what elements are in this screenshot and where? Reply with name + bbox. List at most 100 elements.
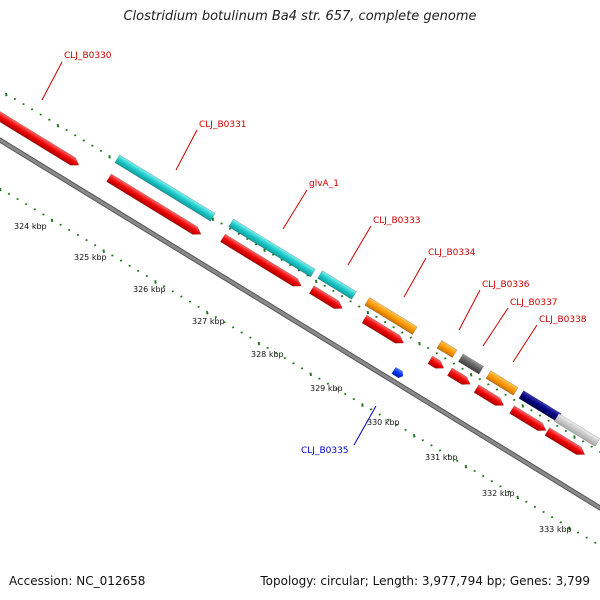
upper-tick [220,222,223,225]
lower-tick [102,249,106,253]
upper-tick [478,378,481,381]
upper-tick [504,393,507,396]
upper-tick [332,289,335,293]
gene-extra-shape [553,413,600,447]
label-glva1: glvA_1 [309,179,339,189]
gene-cljb0338-a [485,370,519,396]
lower-tick [283,356,287,360]
upper-tick [30,108,34,111]
scale-label: 326 kbp [133,285,166,294]
gene-glva1 [228,218,316,278]
lower-tick [137,269,140,273]
leader-cljb0338 [512,324,538,363]
lower-tick [205,310,209,315]
lower-tick [68,228,71,231]
leader-cljb0336 [458,289,481,331]
upper-tick [314,279,318,284]
upper-tick [426,346,430,350]
upper-tick [383,320,387,324]
upper-tick [13,97,17,101]
gene-red-lower-4-shape [361,314,405,344]
lower-tick [33,208,36,211]
lower-tick [335,387,338,391]
scale-label: 331 kbp [425,453,458,462]
upper-tick [538,414,542,417]
upper-tick [530,409,533,412]
upper-tick [564,429,568,433]
upper-tick [358,305,361,308]
scale-label: 327 kbp [192,317,225,326]
label-cljb0337: CLJ_B0337 [510,298,558,308]
lower-tick [171,290,174,293]
label-cljb0331: CLJ_B0331 [199,120,247,130]
upper-tick [340,295,344,298]
lower-tick [266,346,269,349]
upper-tick [409,336,413,339]
lower-tick [119,259,123,262]
gene-red-lower-2-shape [220,233,302,287]
upper-tick [323,284,327,287]
leader-glva1 [282,189,308,230]
lower-tick [24,203,28,206]
scale-label: 324 kbp [14,222,47,231]
gene-cljb0335-shape [391,366,404,378]
scale-label: 325 kbp [74,253,107,262]
backbone-line [0,138,600,510]
lower-tick [0,187,2,192]
leader-cljb0335 [353,405,377,446]
upper-tick [512,398,516,402]
lower-tick [42,213,45,216]
lower-tick [197,305,200,308]
gene-features [0,110,600,455]
lower-tick [404,428,407,432]
upper-tick [271,253,275,256]
upper-tick [366,310,370,315]
lower-tick [93,244,97,247]
lower-tick [7,192,11,196]
gene-red-lower-7 [473,384,505,406]
lower-tick [412,434,416,438]
scale-label: 328 kbp [251,350,284,359]
gene-cljb0335 [391,366,404,378]
lower-tick [525,500,528,503]
lower-tick [361,403,364,407]
gene-labels: CLJ_B0330 CLJ_B0331 glvA_1 CLJ_B0333 CLJ_B03… [64,51,587,456]
upper-tick [349,300,352,303]
upper-tick [263,248,266,253]
gene-red-lower-6-shape [447,367,471,385]
lower-tick [154,280,157,284]
gene-red-lower-8-shape [509,405,547,431]
lower-tick [145,274,149,278]
gene-cljb0333 [317,270,357,300]
upper-tick [48,118,51,121]
gene-red-lower-3 [308,285,343,309]
upper-tick [65,128,68,132]
gene-red-lower-4 [361,314,405,344]
lower-tick [111,254,114,257]
upper-tick [228,227,232,230]
lower-tick [223,321,226,324]
lower-tick [559,521,563,524]
upper-tick [254,243,258,246]
lower-tick [594,541,597,544]
lower-tick [378,413,381,416]
upper-tick [99,149,103,152]
label-cljb0336: CLJ_B0336 [482,280,530,290]
gene-red-lower-1 [106,173,202,235]
lower-tick [249,336,252,339]
upper-tick [521,404,525,408]
upper-tick [581,440,585,443]
upper-tick [56,123,60,128]
gene-cljb0334-shape [364,297,418,335]
lower-tick [300,367,304,370]
upper-tick [280,258,283,261]
topology-text: Topology: circular; Length: 3,977,794 bp… [260,574,590,588]
gene-red-lower-7-shape [473,384,505,406]
lower-tick [16,197,19,201]
gene-cljb0336-shape [436,340,458,358]
tick-marks [0,92,600,544]
leader-cljb0337 [482,307,509,347]
leader-cljb0333 [347,225,372,266]
lower-tick [387,418,390,421]
